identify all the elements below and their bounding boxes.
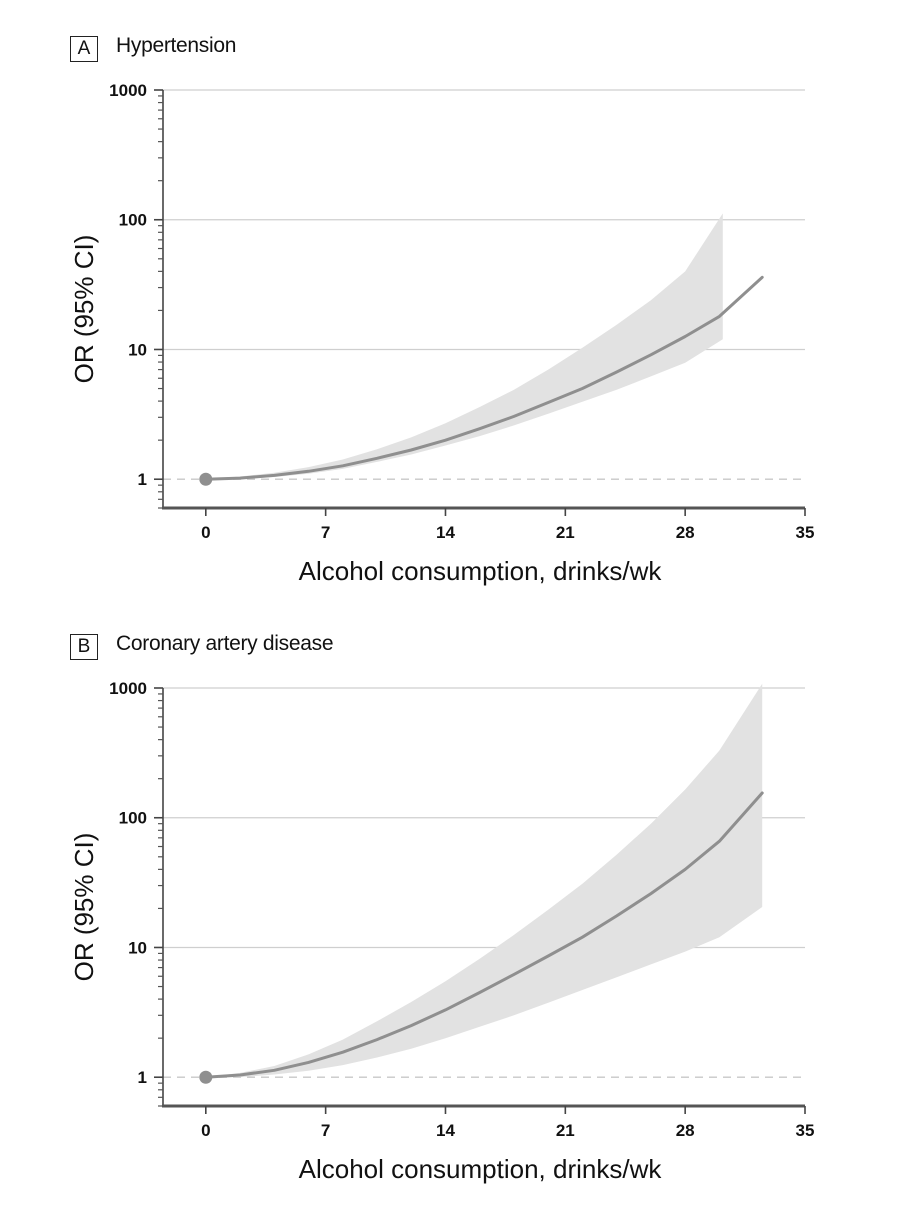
x-tick-label: 35 (796, 1121, 815, 1140)
x-axis-title: Alcohol consumption, drinks/wk (299, 1154, 663, 1184)
x-tick-label: 14 (436, 523, 455, 542)
y-tick-label: 100 (119, 211, 147, 230)
y-tick-label: 100 (119, 809, 147, 828)
x-tick-label: 14 (436, 1121, 455, 1140)
panel-a: A Hypertension 1 10 100 1000 0 7 14 21 28 35 Alcoh… (0, 0, 898, 600)
chart-hypertension: 1 10 100 1000 0 7 14 21 28 35 Alcohol consumption,… (69, 81, 815, 586)
ci-band (205, 683, 763, 1078)
y-tick-label: 10 (128, 340, 147, 359)
or-line (204, 275, 764, 481)
chart-coronary-artery-disease: 1 10 100 1000 0 7 14 21 28 35 Alcohol consumption,… (69, 679, 815, 1184)
y-axis-title: OR (95% CI) (69, 235, 99, 384)
x-tick-label: 21 (556, 523, 575, 542)
y-tick-label: 1 (138, 470, 147, 489)
x-tick-label: 21 (556, 1121, 575, 1140)
panel-title: Hypertension (116, 34, 237, 57)
y-tick-label: 10 (128, 938, 147, 957)
x-tick-label: 35 (796, 523, 815, 542)
reference-point (199, 472, 213, 486)
y-tick-label: 1 (138, 1068, 147, 1087)
x-tick-label: 28 (676, 523, 695, 542)
x-tick-label: 0 (201, 1121, 210, 1140)
ci-band (205, 213, 723, 480)
panel-b: B Coronary artery disease 1 10 100 1000 0 7 14… (0, 598, 898, 1198)
y-axis-title: OR (95% CI) (69, 833, 99, 982)
x-axis-title: Alcohol consumption, drinks/wk (299, 556, 663, 586)
x-tick-label: 28 (676, 1121, 695, 1140)
reference-point (199, 1070, 213, 1084)
y-tick-label: 1000 (109, 81, 147, 100)
panel-label: A (70, 36, 98, 62)
x-tick-label: 0 (201, 523, 210, 542)
y-tick-label: 1000 (109, 679, 147, 698)
or-line (204, 791, 764, 1079)
x-tick-label: 7 (321, 1121, 330, 1140)
panel-title: Coronary artery disease (116, 632, 334, 655)
x-tick-label: 7 (321, 523, 330, 542)
panel-label: B (70, 634, 98, 660)
